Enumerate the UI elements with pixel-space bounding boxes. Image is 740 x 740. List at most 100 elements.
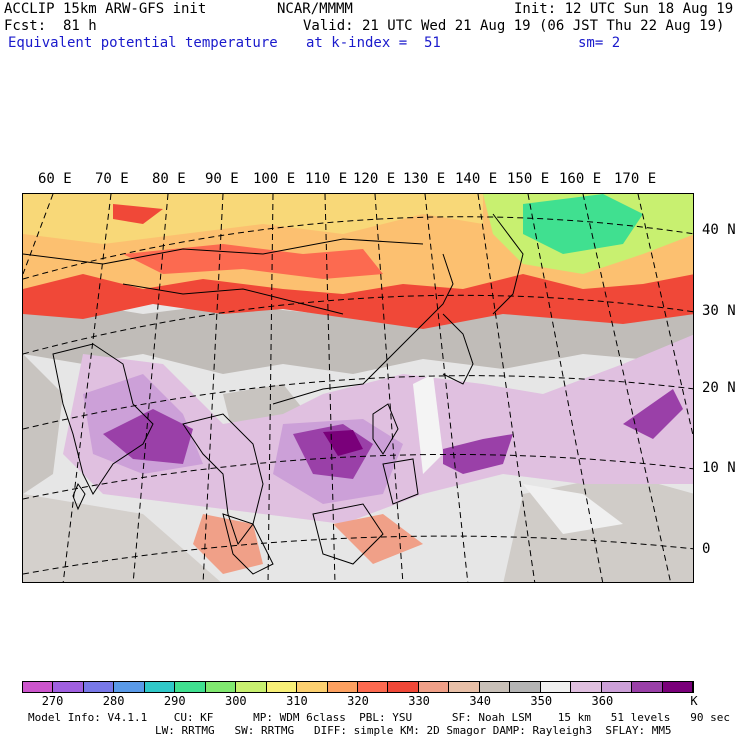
lon-label-80e: 80 E bbox=[152, 171, 186, 187]
colorbar-tick-label: 360 bbox=[591, 694, 614, 708]
border-himalaya bbox=[122, 283, 344, 315]
colorbar-swatch bbox=[632, 682, 663, 692]
colorbar-swatch bbox=[418, 682, 450, 692]
colorbar-swatch bbox=[510, 682, 541, 692]
lat-label-0: 0 bbox=[702, 541, 711, 557]
lon-label-110e: 110 E bbox=[305, 171, 348, 187]
meridian-110e bbox=[324, 194, 336, 582]
meridian-100e bbox=[267, 194, 274, 582]
vertical-level: at k-index = 51 bbox=[306, 35, 441, 51]
colorbar-swatch bbox=[327, 682, 358, 692]
colorbar-tick-label: 300 bbox=[224, 694, 247, 708]
meridian-120e bbox=[374, 194, 404, 582]
field-red-orange-patch bbox=[123, 244, 383, 279]
colorbar-swatch bbox=[479, 682, 511, 692]
init-time: Init: 12 UTC Sun 18 Aug 19 bbox=[514, 1, 734, 17]
border-north bbox=[23, 238, 424, 265]
field-teal-northeast bbox=[523, 194, 643, 254]
colorbar-swatch bbox=[540, 682, 572, 692]
field-max-philippine-sea bbox=[443, 434, 513, 474]
lon-label-120e: 120 E bbox=[353, 171, 396, 187]
colorbar-swatch bbox=[53, 682, 84, 692]
lon-label-160e: 160 E bbox=[559, 171, 602, 187]
center-name: NCAR/MMMM bbox=[277, 1, 353, 17]
smoothing-info: sm= 2 bbox=[578, 35, 621, 51]
coast-japan bbox=[442, 313, 474, 385]
coastlines bbox=[23, 213, 524, 575]
parallel-20n bbox=[23, 375, 693, 430]
meridian-150e bbox=[527, 194, 604, 582]
coast-sri-lanka bbox=[72, 482, 86, 511]
colorbar-swatch bbox=[266, 682, 298, 692]
lat-label-10n: 10 N bbox=[702, 460, 736, 476]
colorbar-swatch bbox=[297, 682, 328, 692]
coast-luzon bbox=[372, 403, 399, 455]
lat-label-30n: 30 N bbox=[702, 303, 736, 319]
colorbar-tick-label: 330 bbox=[408, 694, 430, 708]
meridian-80e bbox=[132, 194, 169, 582]
meridian-160e bbox=[582, 194, 672, 582]
meridian-170e bbox=[637, 194, 693, 438]
coast-indochina bbox=[182, 413, 264, 546]
parallel-30n bbox=[23, 294, 693, 355]
colorbar-swatch bbox=[601, 682, 633, 692]
colorbar-swatch bbox=[662, 682, 693, 692]
parallel-40n bbox=[23, 216, 693, 280]
coast-borneo bbox=[312, 503, 384, 565]
colorbar-tick-label: 340 bbox=[469, 694, 492, 708]
field-white-patch bbox=[523, 484, 623, 534]
field-name: Equivalent potential temperature bbox=[8, 35, 278, 51]
colorbar-swatch bbox=[205, 682, 237, 692]
coast-sumatra bbox=[222, 513, 274, 575]
colorbar-swatch bbox=[83, 682, 115, 692]
coast-kamchatka bbox=[492, 213, 524, 315]
lon-label-100e: 100 E bbox=[253, 171, 296, 187]
lon-label-130e: 130 E bbox=[403, 171, 446, 187]
coast-india bbox=[52, 343, 154, 495]
colorbar-swatch bbox=[357, 682, 389, 692]
colorbar-tick-label: 290 bbox=[163, 694, 186, 708]
meridian-90e bbox=[202, 194, 224, 582]
field-max-bay-of-bengal bbox=[103, 409, 193, 464]
lat-label-20n: 20 N bbox=[702, 380, 736, 396]
lon-label-150e: 150 E bbox=[507, 171, 550, 187]
map-canvas bbox=[23, 194, 693, 582]
colorbar-swatch bbox=[449, 682, 480, 692]
coast-mindanao bbox=[382, 458, 419, 505]
colorbar-swatch bbox=[388, 682, 419, 692]
colorbar-swatch bbox=[175, 682, 206, 692]
colorbar-swatch bbox=[114, 682, 145, 692]
colorbar-swatch bbox=[236, 682, 267, 692]
lon-label-170e: 170 E bbox=[614, 171, 657, 187]
field-peach-sumatra bbox=[193, 514, 263, 574]
field-gray-band bbox=[23, 304, 693, 374]
lon-label-90e: 90 E bbox=[205, 171, 239, 187]
meridian-140e bbox=[477, 194, 536, 582]
coast-china bbox=[272, 253, 454, 405]
lon-label-70e: 70 E bbox=[95, 171, 129, 187]
colorbar-swatch bbox=[144, 682, 176, 692]
meridian-60e bbox=[23, 194, 54, 275]
lon-label-140e: 140 E bbox=[455, 171, 498, 187]
graticule bbox=[23, 194, 693, 582]
field-white-streak bbox=[413, 374, 443, 474]
theta-e-map bbox=[22, 193, 694, 583]
colorbar-tick-label: 280 bbox=[102, 694, 125, 708]
field-gray-southwest bbox=[23, 494, 221, 582]
lat-label-40n: 40 N bbox=[702, 222, 736, 238]
field-peak-south-china-sea bbox=[323, 430, 363, 456]
field-max-west-pacific bbox=[623, 389, 683, 439]
colorbar bbox=[22, 681, 694, 693]
field-red-band bbox=[23, 274, 693, 329]
model-title: ACCLIP 15km ARW-GFS init bbox=[4, 1, 207, 17]
colorbar-tick-label: 350 bbox=[530, 694, 553, 708]
lon-label-60e: 60 E bbox=[38, 171, 72, 187]
valid-time: Valid: 21 UTC Wed 21 Aug 19 (06 JST Thu … bbox=[303, 18, 725, 34]
model-info-line1: Model Info: V4.1.1 CU: KF MP: WDM 6class… bbox=[28, 711, 730, 724]
colorbar-unit: K bbox=[690, 694, 698, 708]
meridian-70e bbox=[62, 194, 112, 582]
colorbar-swatch bbox=[571, 682, 602, 692]
colorbar-tick-label: 310 bbox=[286, 694, 308, 708]
colorbar-tick-label: 270 bbox=[41, 694, 64, 708]
forecast-hour: Fcst: 81 h bbox=[4, 18, 97, 34]
